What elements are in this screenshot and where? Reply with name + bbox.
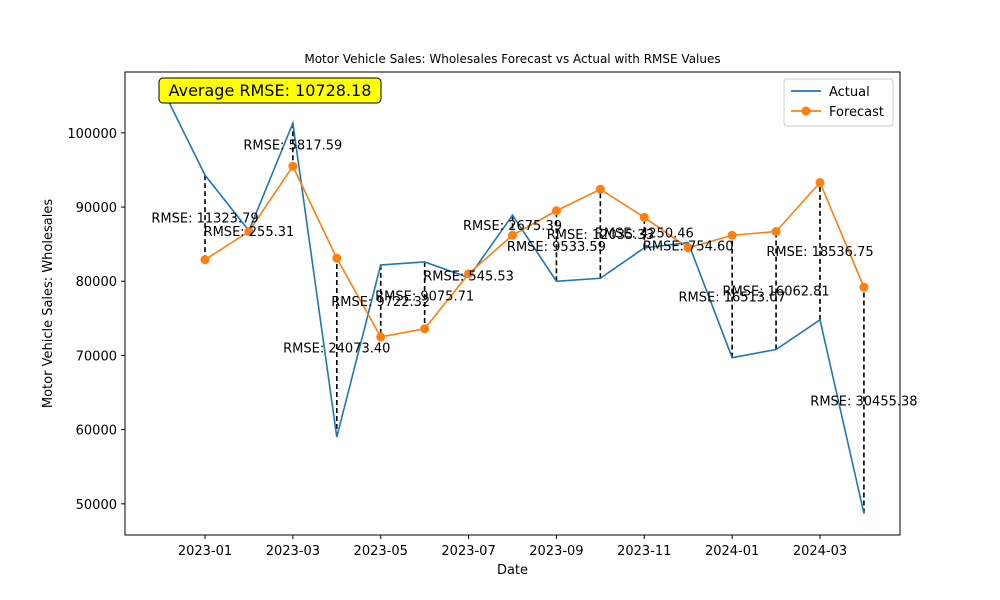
x-tick-label: 2023-05 xyxy=(354,544,408,559)
y-axis-label: Motor Vehicle Sales: Wholesales xyxy=(41,199,56,408)
y-tick-label: 100000 xyxy=(67,127,117,142)
legend-forecast-label: Forecast xyxy=(829,105,884,120)
y-tick-label: 80000 xyxy=(76,275,117,290)
rmse-label: RMSE: 9075.71 xyxy=(375,289,474,304)
forecast-point xyxy=(771,227,781,237)
rmse-label: RMSE: 18536.75 xyxy=(766,245,873,260)
rmse-label: RMSE: 11323.79 xyxy=(151,211,258,226)
x-axis-label: Date xyxy=(497,563,528,578)
rmse-label: RMSE: 2675.39 xyxy=(463,219,562,234)
rmse-label: RMSE: 9533.59 xyxy=(507,240,606,255)
rmse-label: RMSE: 545.53 xyxy=(423,270,514,285)
forecast-point xyxy=(420,324,430,334)
rmse-label: RMSE: 24073.40 xyxy=(283,342,390,357)
rmse-label: RMSE: 30455.38 xyxy=(810,394,917,409)
y-tick-label: 50000 xyxy=(76,498,117,513)
x-tick-label: 2024-03 xyxy=(793,544,847,559)
rmse-label: RMSE: 16513.07 xyxy=(679,290,786,305)
forecast-point xyxy=(683,243,693,253)
x-tick-label: 2023-11 xyxy=(617,544,671,559)
average-rmse-box: Average RMSE: 10728.18 xyxy=(158,77,382,104)
x-tick-label: 2023-03 xyxy=(266,544,320,559)
forecast-point xyxy=(815,178,825,188)
forecast-point xyxy=(332,253,342,263)
rmse-label: RMSE: 16062.81 xyxy=(722,285,829,300)
forecast-point xyxy=(244,227,254,237)
forecast-line xyxy=(204,164,865,338)
chart-title: Motor Vehicle Sales: Wholesales Forecast… xyxy=(304,52,720,66)
y-tick-label: 60000 xyxy=(76,424,117,439)
forecast-point xyxy=(376,332,386,342)
actual-line xyxy=(160,85,865,514)
rmse-label: RMSE: 12035.33 xyxy=(547,228,654,243)
rmse-label: RMSE: 4250.46 xyxy=(595,227,694,242)
x-tick-label: 2023-07 xyxy=(441,544,495,559)
x-tick-label: 2023-09 xyxy=(529,544,583,559)
legend: Actual Forecast xyxy=(783,78,894,127)
legend-actual-label: Actual xyxy=(829,85,870,100)
rmse-label: RMSE: 9722.32 xyxy=(331,295,430,310)
forecast-point xyxy=(288,161,298,171)
rmse-label: RMSE: 754.60 xyxy=(643,239,734,254)
forecast-point xyxy=(595,184,605,194)
forecast-point xyxy=(200,255,210,265)
forecast-point xyxy=(551,206,561,216)
x-tick-label: 2023-01 xyxy=(178,544,232,559)
plot-frame xyxy=(124,71,901,536)
forecast-point xyxy=(727,230,737,240)
y-tick-label: 90000 xyxy=(76,201,117,216)
y-tick-label: 70000 xyxy=(76,349,117,364)
x-tick-label: 2024-01 xyxy=(705,544,759,559)
rmse-label: RMSE: 255.31 xyxy=(204,225,295,240)
forecast-point xyxy=(508,230,517,240)
forecast-point xyxy=(639,212,649,222)
average-rmse-label: Average RMSE: 10728.18 xyxy=(169,81,372,100)
forecast-point xyxy=(859,282,869,292)
rmse-label: RMSE: 5817.59 xyxy=(243,139,342,154)
forecast-point xyxy=(464,269,474,279)
